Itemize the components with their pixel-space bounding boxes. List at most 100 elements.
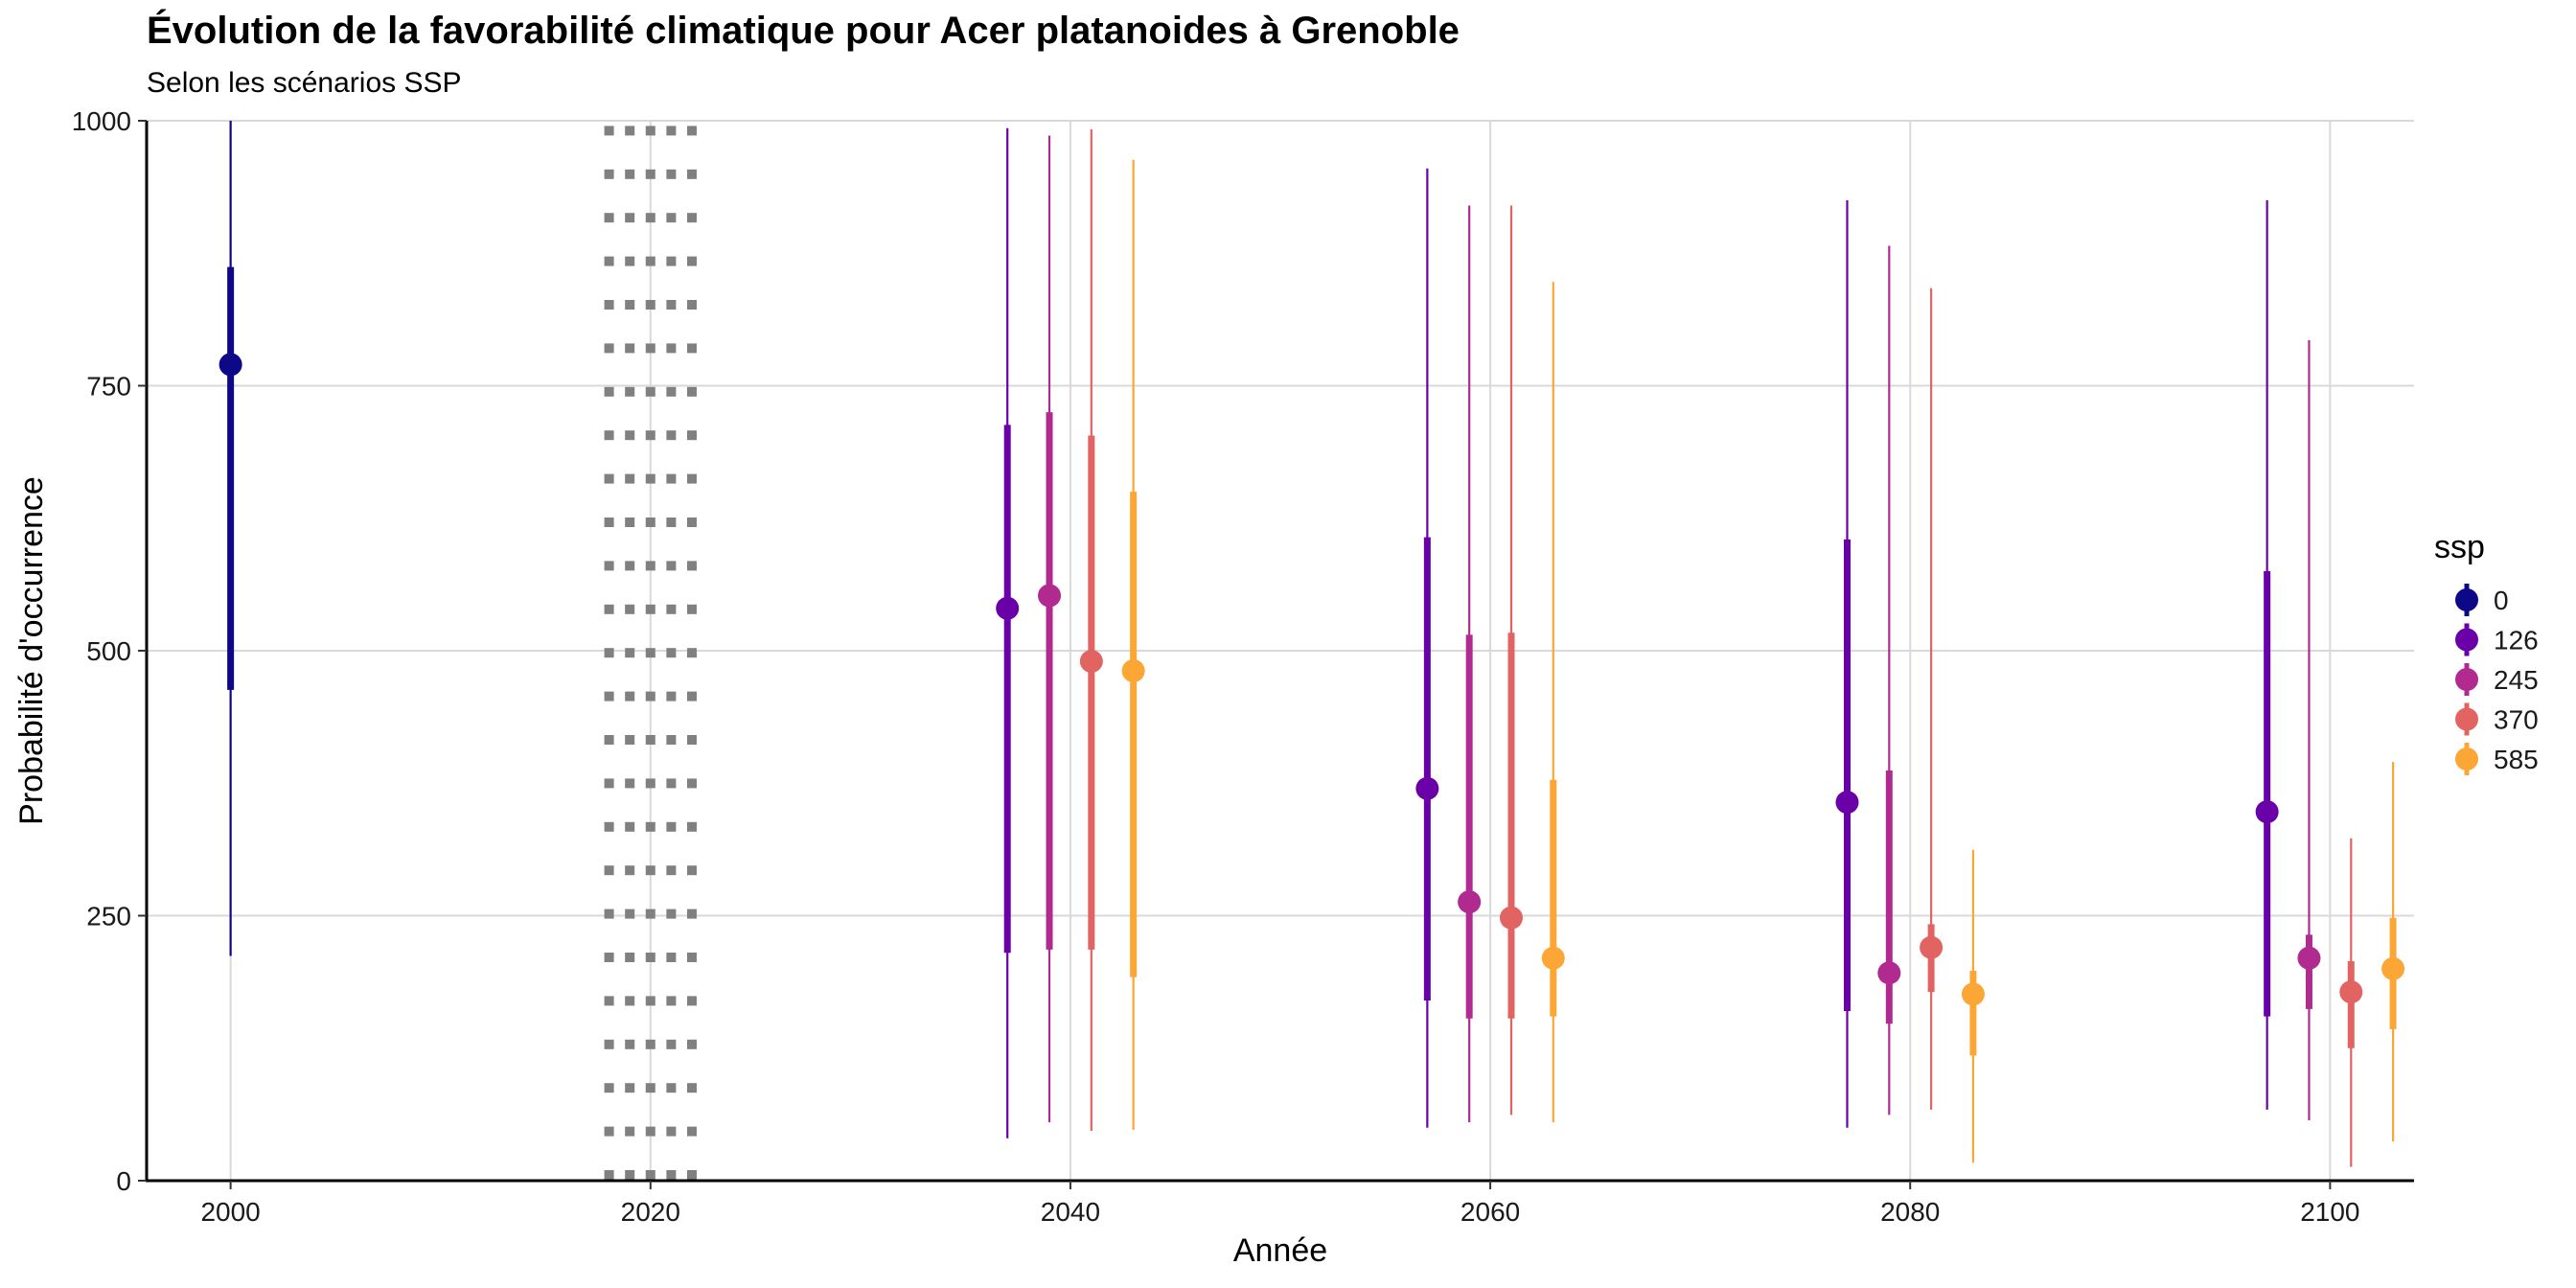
reference-dot xyxy=(686,648,697,658)
reference-dot xyxy=(645,908,656,919)
reference-dot xyxy=(645,996,656,1006)
pointrange-ssp-585 xyxy=(2381,762,2405,1142)
y-tick-label: 0 xyxy=(116,1166,131,1196)
reference-dot xyxy=(645,518,656,527)
reference-dot xyxy=(666,561,677,571)
reference-dot xyxy=(625,691,635,702)
legend-item-ssp-370: 370 xyxy=(2455,702,2539,736)
reference-dot xyxy=(666,1126,677,1137)
reference-dot xyxy=(686,300,697,310)
reference-dot xyxy=(645,735,656,745)
pointrange-ssp-245 xyxy=(1877,245,1901,1116)
median-point xyxy=(2339,980,2363,1004)
y-tick-label: 500 xyxy=(86,636,131,666)
axes: 0 250 500 750 1000 2000 2020 2040 2060 2080 2100 An… xyxy=(13,106,2414,1269)
reference-dot xyxy=(625,473,635,484)
reference-dot xyxy=(666,908,677,919)
median-point xyxy=(1541,946,1565,970)
reference-dot xyxy=(604,691,614,702)
reference-dot xyxy=(604,300,614,310)
reference-dot xyxy=(645,1039,656,1049)
reference-dot xyxy=(604,865,614,876)
reference-dot xyxy=(666,691,677,702)
reference-dot xyxy=(645,126,656,136)
reference-dot xyxy=(645,1083,656,1093)
reference-dot xyxy=(666,604,677,614)
median-point xyxy=(2381,956,2405,980)
median-point xyxy=(1920,935,1944,959)
median-point xyxy=(1458,890,1482,914)
reference-dot xyxy=(686,256,697,266)
legend-key-point xyxy=(2455,748,2478,770)
reference-dot xyxy=(604,648,614,658)
reference-dot xyxy=(666,778,677,789)
reference-dot xyxy=(625,343,635,354)
reference-dot xyxy=(686,1039,697,1049)
reference-dot xyxy=(686,1170,697,1180)
reference-dot xyxy=(604,126,614,136)
reference-dot xyxy=(604,561,614,571)
reference-dot xyxy=(666,1083,677,1093)
data-marks xyxy=(218,121,2405,1167)
reference-dot xyxy=(686,996,697,1006)
reference-dot xyxy=(645,561,656,571)
reference-dot xyxy=(686,343,697,354)
chart-title: Évolution de la favorabilité climatique … xyxy=(147,10,1460,52)
reference-dot xyxy=(686,213,697,223)
reference-dot xyxy=(645,778,656,789)
x-tick-label: 2040 xyxy=(1041,1197,1100,1227)
reference-dot xyxy=(666,821,677,832)
legend-key-point xyxy=(2455,628,2478,652)
median-point xyxy=(2297,946,2321,970)
pointrange-ssp-126 xyxy=(2255,199,2279,1110)
reference-dot xyxy=(604,256,614,266)
reference-dot xyxy=(645,430,656,441)
reference-dot xyxy=(625,1039,635,1049)
pointrange-ssp-245 xyxy=(1458,205,1482,1123)
reference-dot xyxy=(666,865,677,876)
reference-dot xyxy=(666,518,677,527)
chart-subtitle: Selon les scénarios SSP xyxy=(147,67,462,99)
reference-dot xyxy=(645,213,656,223)
reference-dot xyxy=(645,604,656,614)
legend-item-ssp-245: 245 xyxy=(2455,663,2539,696)
legend-title: ssp xyxy=(2434,529,2485,565)
reference-dot xyxy=(604,996,614,1006)
reference-dot xyxy=(686,1083,697,1093)
reference-dot xyxy=(625,648,635,658)
reference-dot xyxy=(604,343,614,354)
x-axis-title: Année xyxy=(1233,1232,1327,1269)
pointrange-ssp-370 xyxy=(1079,128,1103,1132)
reference-dot xyxy=(645,865,656,876)
legend-item-ssp-0: 0 xyxy=(2455,584,2509,616)
reference-dot xyxy=(645,256,656,266)
reference-dot xyxy=(604,518,614,527)
reference-dot xyxy=(625,386,635,397)
legend-label: 0 xyxy=(2494,586,2509,615)
reference-dot xyxy=(625,953,635,962)
reference-dot xyxy=(666,430,677,441)
reference-dot xyxy=(604,604,614,614)
reference-dot xyxy=(666,126,677,136)
median-point xyxy=(1038,584,1062,608)
reference-dot xyxy=(645,1170,656,1180)
pointrange-ssp-245 xyxy=(1038,135,1062,1123)
y-tick-label: 750 xyxy=(86,372,131,402)
reference-dot xyxy=(686,691,697,702)
reference-dot xyxy=(645,473,656,484)
reference-dot xyxy=(625,518,635,527)
reference-dot xyxy=(686,1126,697,1137)
reference-dot xyxy=(625,561,635,571)
pointrange-ssp-0 xyxy=(218,121,242,956)
legend-label: 370 xyxy=(2494,705,2539,735)
legend-label: 245 xyxy=(2494,665,2539,695)
reference-dot xyxy=(604,821,614,832)
grid-lines xyxy=(147,120,2414,1182)
reference-dot xyxy=(604,735,614,745)
reference-dot xyxy=(686,386,697,397)
reference-dot xyxy=(625,1126,635,1137)
y-tick-label: 1000 xyxy=(72,106,131,136)
reference-dot xyxy=(686,430,697,441)
reference-dot xyxy=(625,778,635,789)
reference-dot xyxy=(686,953,697,962)
